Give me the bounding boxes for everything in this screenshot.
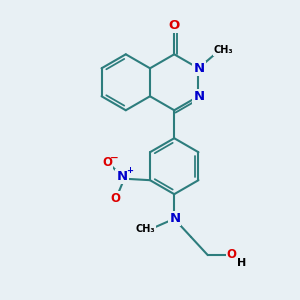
Text: N: N bbox=[169, 212, 180, 225]
Text: N: N bbox=[194, 62, 205, 75]
Text: N: N bbox=[116, 170, 128, 183]
Text: N: N bbox=[194, 90, 205, 103]
Text: O: O bbox=[111, 192, 121, 205]
Text: −: − bbox=[110, 153, 118, 163]
Text: H: H bbox=[237, 258, 246, 268]
Text: CH₃: CH₃ bbox=[136, 224, 155, 234]
Text: O: O bbox=[226, 248, 237, 261]
Text: O: O bbox=[102, 156, 112, 169]
Text: +: + bbox=[126, 166, 133, 175]
Text: O: O bbox=[169, 19, 180, 32]
Text: CH₃: CH₃ bbox=[214, 45, 233, 55]
